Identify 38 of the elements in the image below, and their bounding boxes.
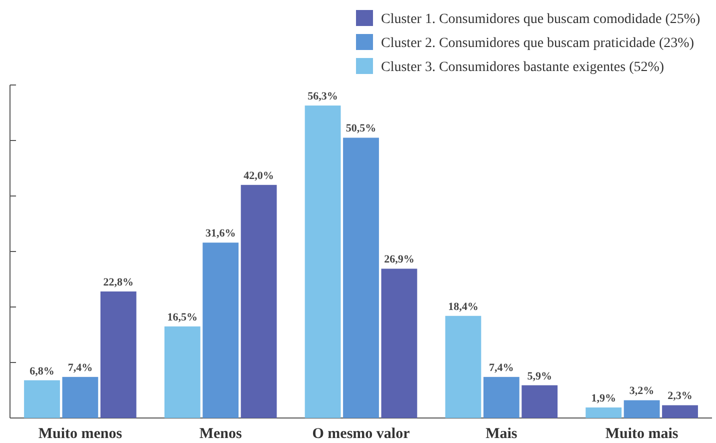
data-label: 1,9% [591, 392, 616, 404]
x-tick-label: Menos [199, 426, 242, 442]
x-tick-label: Muito mais [605, 426, 678, 442]
data-label: 3,2% [629, 385, 654, 398]
data-label: 26,9% [384, 254, 414, 266]
bar [445, 316, 482, 418]
data-label: 56,3% [308, 90, 338, 103]
bar [483, 376, 520, 418]
bar [24, 380, 60, 418]
data-label: 5,9% [527, 370, 552, 382]
data-label: 50,5% [346, 122, 376, 135]
bar [662, 405, 698, 418]
x-tick-label: Mais [486, 426, 518, 442]
bar [381, 268, 418, 418]
bar [100, 291, 136, 418]
data-label: 18,4% [448, 300, 478, 313]
bar [304, 106, 341, 418]
x-tick-label: O mesmo valor [312, 426, 410, 442]
legend-label: Cluster 2. Consumidores que buscam praticidade (23%) [381, 36, 694, 51]
bar [202, 242, 239, 418]
data-label: 2,3% [668, 390, 692, 402]
bar [522, 385, 558, 418]
data-label: 7,4% [68, 362, 93, 374]
bar [164, 326, 200, 418]
data-label: 16,5% [167, 311, 198, 324]
bar [240, 184, 277, 418]
legend-label: Cluster 3. Consumidores bastante exigentes (52%) [381, 60, 664, 75]
bar [62, 376, 98, 418]
legend-label: Cluster 1. Consumidores que buscam comodidade (25%) [381, 12, 701, 27]
bar [624, 400, 660, 418]
data-label: 6,8% [30, 365, 54, 378]
data-label: 7,4% [489, 362, 514, 374]
bar [586, 407, 622, 418]
data-label: 22,8% [103, 276, 134, 288]
data-label: 42,0% [244, 170, 274, 182]
x-tick-label: Muito menos [38, 426, 122, 442]
data-label: 31,6% [205, 228, 236, 240]
bar [343, 138, 379, 418]
